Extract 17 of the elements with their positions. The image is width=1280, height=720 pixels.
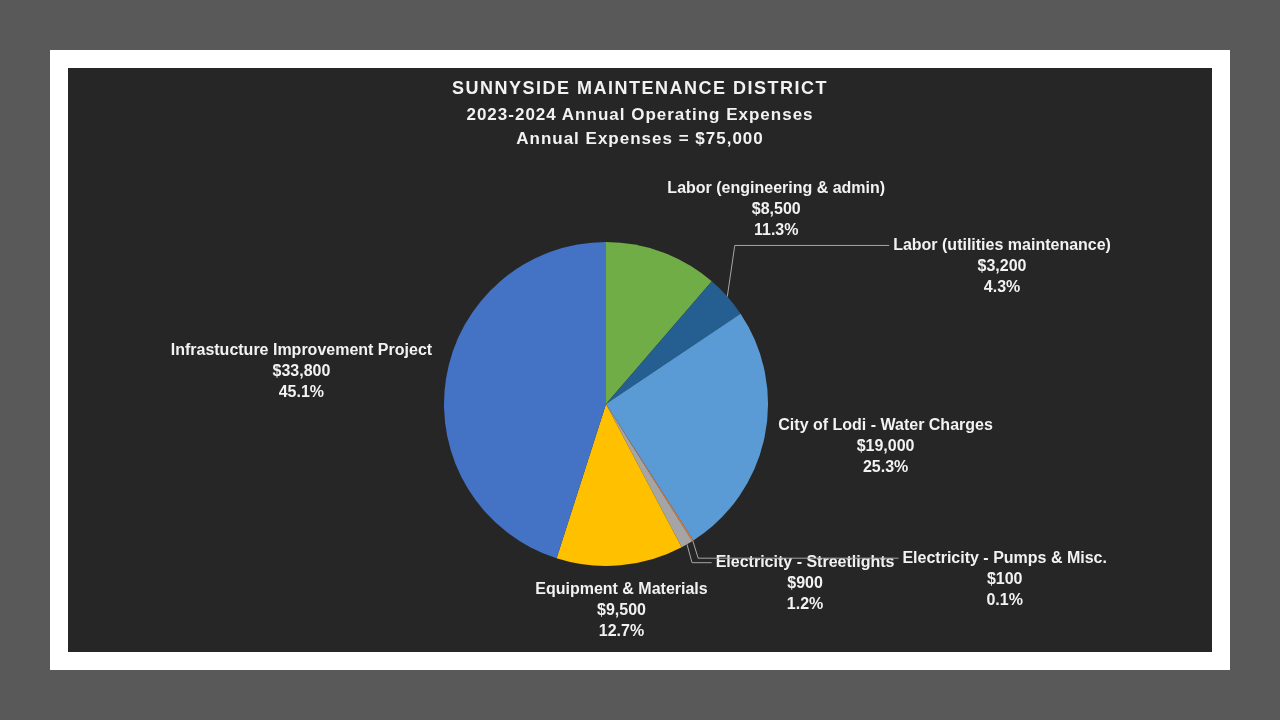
slice-label: Labor (utilities maintenance) [893,235,1111,253]
chart-title: SUNNYSIDE MAINTENANCE DISTRICT [451,77,829,98]
data-label: $8,500 11.3% [751,199,801,238]
slice-label: City of Lodi - Water Charges [778,415,993,433]
slice-label: Labor (engineering & admin) [667,178,886,196]
chart-subtitle: 2023-2024 Annual Operating Expenses [466,104,814,124]
data-label: $900 1.2% [786,574,824,613]
slice-label: Equipment & Materials [535,580,708,598]
slice-label: Electricity - Streetlights [715,553,895,571]
data-label: $3,200 4.3% [977,256,1027,295]
slice-label: Electricity - Pumps & Misc. [902,548,1107,566]
data-label: $33,800 45.1% [272,362,331,401]
slice-label: Infrastucture Improvement Project [170,341,433,359]
text: Annual Expenses = $75,000 [516,128,764,148]
data-label: $19,000 25.3% [856,436,915,475]
data-label: $9,500 12.7% [596,601,647,640]
data-label: $100 0.1% [986,569,1023,608]
